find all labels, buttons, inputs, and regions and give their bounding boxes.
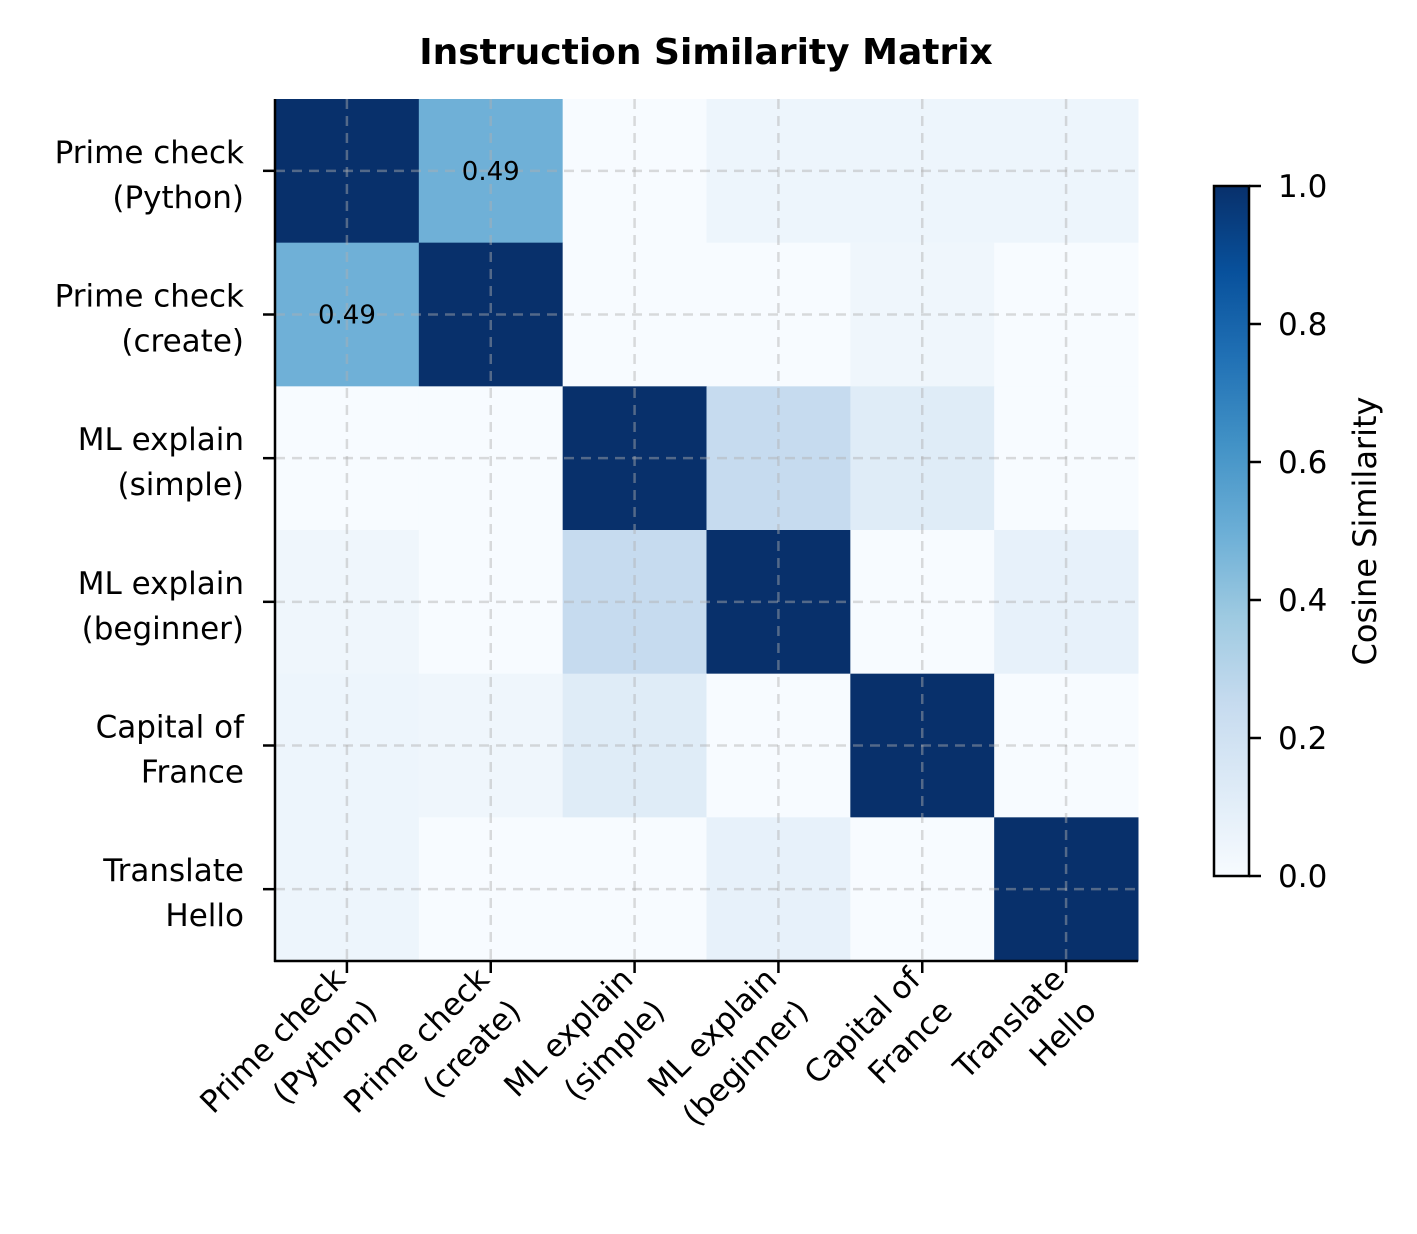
y-tick-label: Prime check (create): [55, 279, 244, 360]
heatmap-cell: [562, 99, 707, 244]
colorbar-tick-label: 0.0: [1278, 859, 1327, 895]
y-tick-label-line: Prime check: [55, 279, 244, 315]
heatmap-cell: [850, 673, 995, 818]
heatmap-cell: [418, 530, 564, 675]
heatmap-cells: [275, 99, 1139, 962]
colorbar-tick-label: 1.0: [1278, 169, 1327, 205]
x-tick-label-group: Capital ofFrance: [798, 961, 961, 1124]
heatmap-cell: [418, 99, 564, 244]
heatmap-cell: [706, 530, 851, 675]
y-tick-label-line: Capital of: [96, 710, 246, 746]
y-tick-label-line: France: [141, 755, 244, 791]
heatmap-cell: [994, 386, 1139, 531]
heatmap-cell: [850, 530, 995, 675]
x-tick-label: TranslateHello: [946, 961, 1104, 1119]
y-tick-label-line: Prime check: [55, 135, 244, 171]
heatmap-cell: [850, 817, 995, 962]
x-tick-label-group: ML explain(beginner): [641, 961, 816, 1136]
y-tick-label-line: Translate: [102, 853, 244, 889]
heatmap-cell: [994, 673, 1139, 818]
heatmap-cell: [994, 242, 1139, 387]
heatmap-cell: [562, 386, 707, 531]
colorbar-tick-label: 0.2: [1278, 721, 1327, 757]
y-tick-label-line: (beginner): [82, 611, 244, 647]
heatmap-cell: [706, 99, 851, 244]
y-tick-label-line: Hello: [165, 898, 244, 934]
heatmap-cell: [275, 817, 420, 962]
y-tick-label-line: ML explain: [78, 422, 244, 458]
y-tick-label: Capital of France: [96, 710, 246, 791]
heatmap-cell: [706, 673, 851, 818]
x-tick-label-group: ML explain(simple): [497, 961, 672, 1136]
y-tick-label: ML explain (beginner): [78, 566, 244, 647]
cell-annotations: 0.49 0.49: [318, 157, 520, 331]
heatmap-cell: [418, 817, 564, 962]
heatmap-cell: [275, 242, 420, 387]
y-tick-label: ML explain (simple): [78, 422, 244, 503]
heatmap-cell: [994, 817, 1139, 962]
heatmap-cell: [562, 242, 707, 387]
y-tick-label-line: (Python): [112, 180, 244, 216]
x-tick-label-group: Prime check(Python): [193, 961, 384, 1152]
x-tick-label-group: TranslateHello: [946, 961, 1104, 1119]
x-tick-label: Capital ofFrance: [798, 961, 961, 1124]
heatmap-cell: [418, 673, 564, 818]
heatmap-cell: [418, 386, 564, 531]
heatmap-cell: [994, 99, 1139, 244]
colorbar-label: Cosine Similarity: [1346, 397, 1384, 666]
cell-annotation: 0.49: [462, 157, 520, 187]
heatmap-cell: [275, 673, 420, 818]
heatmap-cell: [562, 673, 707, 818]
heatmap-cell: [562, 530, 707, 675]
x-tick-label: Prime check(create): [337, 961, 528, 1152]
heatmap-cell: [275, 386, 420, 531]
x-tick-label-group: Prime check(create): [337, 961, 528, 1152]
grid-lines: [275, 99, 1138, 961]
x-tick-label: Prime check(Python): [193, 961, 384, 1152]
heatmap-cell: [562, 817, 707, 962]
heatmap-cell: [850, 386, 995, 531]
x-tick-label: ML explain(simple): [497, 961, 672, 1136]
x-tick-label: ML explain(beginner): [641, 961, 816, 1136]
heatmap-cell: [706, 817, 851, 962]
heatmap-cell: [706, 386, 851, 531]
y-tick-label-line: (create): [121, 324, 244, 360]
colorbar-tick-label: 0.4: [1278, 583, 1327, 619]
cell-annotation: 0.49: [318, 301, 376, 331]
heatmap-cell: [418, 242, 564, 387]
heatmap-cell: [850, 242, 995, 387]
heatmap-cell: [275, 99, 420, 244]
heatmap-cell: [850, 99, 995, 244]
heatmap-cell: [994, 530, 1139, 675]
colorbar-tick-label: 0.6: [1278, 445, 1327, 481]
colorbar-tick-label: 0.8: [1278, 307, 1327, 343]
chart-title: Instruction Similarity Matrix: [419, 32, 993, 73]
y-tick-label-line: ML explain: [78, 566, 244, 602]
y-tick-label-line: (simple): [117, 467, 244, 503]
y-tick-label: Translate Hello: [102, 853, 244, 934]
colorbar: 0.0 0.2 0.4 0.6 0.8 1.0: [1212, 169, 1327, 895]
heatmap-cell: [275, 530, 420, 675]
y-tick-label: Prime check (Python): [55, 135, 244, 216]
heatmap-cell: [706, 242, 851, 387]
colorbar-gradient: [1212, 184, 1251, 878]
